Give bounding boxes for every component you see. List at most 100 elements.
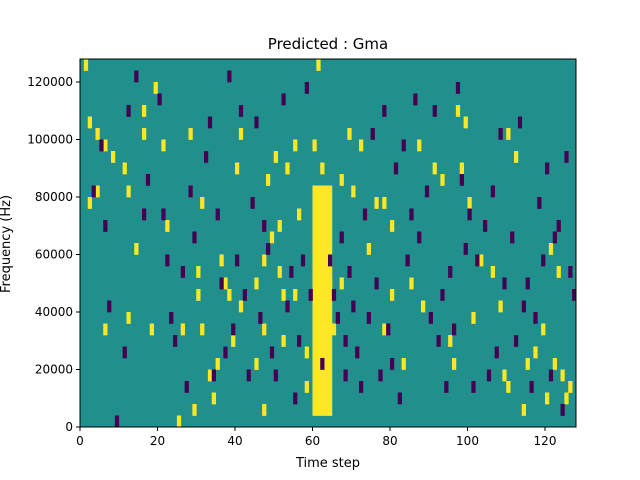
- heatmap-cell-high: [328, 392, 333, 405]
- heatmap-cell-high: [316, 277, 321, 290]
- heatmap-cell-high: [498, 300, 503, 313]
- heatmap-cell-high: [316, 197, 321, 209]
- y-tick-label: 60000: [35, 248, 73, 262]
- heatmap-cell-high: [339, 277, 344, 290]
- heatmap-cell-low: [180, 266, 185, 278]
- heatmap-cell-low: [424, 185, 430, 198]
- heatmap-cell-low: [537, 197, 542, 209]
- heatmap-cell-high: [320, 300, 325, 313]
- heatmap-cell-low: [142, 208, 147, 221]
- heatmap-cell-high: [142, 128, 147, 140]
- heatmap-cell-high: [83, 59, 89, 71]
- heatmap-cell-high: [506, 128, 511, 140]
- heatmap-cell-high: [324, 197, 329, 209]
- heatmap-cell-low: [188, 185, 193, 198]
- heatmap-cell-high: [312, 300, 317, 313]
- heatmap-cell-high: [320, 231, 325, 244]
- heatmap-cell-high: [316, 254, 321, 267]
- heatmap-cell-high: [312, 243, 317, 255]
- heatmap-cell-low: [103, 220, 108, 232]
- heatmap-cell-high: [316, 369, 321, 382]
- heatmap-cell-high: [316, 323, 321, 336]
- heatmap-cell-high: [560, 369, 565, 382]
- heatmap-cell-low: [250, 197, 255, 209]
- heatmap-cell-low: [297, 335, 302, 347]
- heatmap-cell-high: [269, 231, 275, 244]
- heatmap-cell-low: [304, 82, 309, 94]
- heatmap-cell-high: [312, 381, 317, 393]
- heatmap-cell-low: [533, 312, 538, 324]
- heatmap-cell-low: [211, 369, 216, 382]
- heatmap-cell-high: [533, 346, 538, 359]
- heatmap-cell-high: [262, 404, 267, 416]
- heatmap-cell-high: [312, 358, 317, 370]
- heatmap-cell-high: [455, 105, 461, 117]
- heatmap-cell-high: [215, 358, 220, 370]
- heatmap-cell-high: [448, 335, 453, 347]
- heatmap-cell-low: [207, 116, 213, 129]
- heatmap-cell-low: [293, 392, 298, 405]
- heatmap-cell-low: [428, 312, 433, 324]
- heatmap-cell-high: [320, 369, 325, 382]
- heatmap-cell-high: [548, 243, 554, 255]
- heatmap-cell-high: [312, 277, 317, 290]
- heatmap-cell-high: [320, 220, 325, 232]
- heatmap-cell-high: [521, 404, 526, 416]
- heatmap-cell-high: [331, 323, 337, 336]
- heatmap-cell-low: [486, 369, 492, 382]
- heatmap-cell-high: [262, 323, 267, 336]
- heatmap-cell-low: [467, 208, 472, 221]
- heatmap-cell-high: [312, 185, 317, 198]
- y-tick-label: 80000: [35, 190, 73, 204]
- heatmap-cell-high: [440, 174, 445, 186]
- heatmap-cell-high: [297, 208, 302, 221]
- chart-title: Predicted : Gma: [268, 35, 388, 53]
- heatmap-cell-low: [335, 312, 340, 324]
- heatmap-cell-high: [320, 185, 325, 198]
- x-tick-label: 0: [76, 434, 84, 448]
- heatmap-cell-high: [149, 323, 154, 336]
- heatmap-cell-high: [324, 185, 329, 198]
- heatmap-cell-high: [153, 82, 158, 94]
- heatmap-cell-high: [277, 220, 282, 232]
- heatmap-cell-high: [316, 404, 321, 416]
- heatmap-cell-high: [277, 266, 282, 278]
- heatmap-cell-high: [103, 139, 108, 152]
- heatmap-cell-low: [525, 277, 530, 290]
- heatmap-cell-low: [339, 231, 344, 244]
- heatmap-cell-high: [312, 254, 317, 267]
- heatmap-cell-high: [390, 220, 395, 232]
- heatmap-cell-high: [564, 392, 569, 405]
- x-tick-label: 40: [227, 434, 242, 448]
- heatmap-cell-high: [176, 415, 182, 428]
- heatmap-cell-high: [324, 231, 329, 244]
- heatmap-cell-low: [517, 116, 523, 129]
- heatmap-cell-high: [312, 369, 317, 382]
- heatmap-cell-high: [122, 162, 127, 175]
- heatmap-cell-high: [180, 323, 185, 336]
- heatmap-cell-low: [227, 70, 232, 83]
- heatmap-cell-high: [409, 277, 414, 290]
- y-tick-label: 0: [65, 420, 73, 434]
- heatmap-cell-high: [238, 128, 244, 140]
- heatmap-cell-high: [126, 185, 131, 198]
- heatmap-cell-high: [502, 369, 507, 382]
- heatmap-cell-high: [324, 358, 329, 370]
- heatmap-cell-low: [157, 93, 162, 106]
- heatmap-cell-high: [541, 323, 546, 336]
- heatmap-cell-low: [258, 312, 263, 324]
- y-axis-ticks: 0 20000 40000 60000 80000 100000 120000: [27, 75, 80, 434]
- heatmap-cell-high: [390, 289, 395, 301]
- heatmap-cell-low: [122, 346, 127, 359]
- x-tick-label: 120: [534, 434, 557, 448]
- heatmap-cell-low: [452, 323, 457, 336]
- heatmap-cell-low: [331, 289, 337, 301]
- heatmap-cell-high: [223, 277, 228, 290]
- heatmap-cell-high: [262, 254, 267, 267]
- heatmap-cell-low: [351, 300, 356, 313]
- heatmap-cell-high: [316, 266, 321, 278]
- heatmap-cell-high: [95, 185, 100, 198]
- heatmap-cell-high: [324, 289, 329, 301]
- y-tick-label: 100000: [27, 133, 73, 147]
